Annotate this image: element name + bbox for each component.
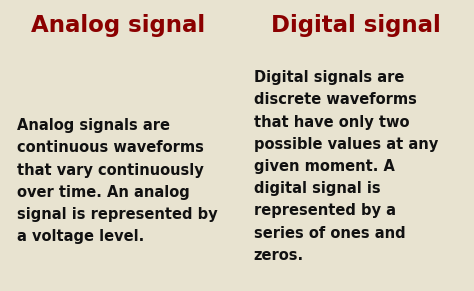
Text: Digital signal: Digital signal (271, 14, 440, 37)
Text: Digital signals are
discrete waveforms
that have only two
possible values at any: Digital signals are discrete waveforms t… (254, 70, 438, 263)
Text: Analog signal: Analog signal (31, 14, 206, 37)
Text: Analog signals are
continuous waveforms
that vary continuously
over time. An ana: Analog signals are continuous waveforms … (17, 118, 217, 244)
